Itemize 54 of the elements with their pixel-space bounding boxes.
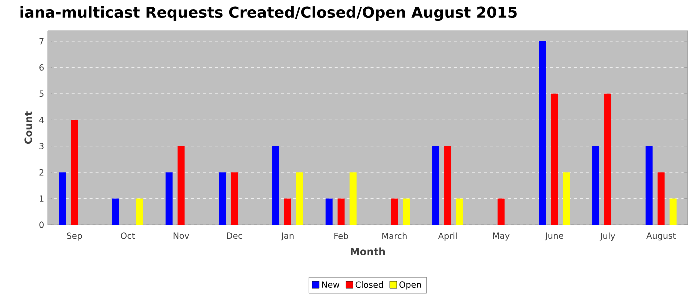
x-tick-label: July <box>600 232 616 241</box>
chart-title: iana-multicast Requests Created/Closed/Open August 2015 <box>20 6 517 22</box>
legend-label: New <box>322 282 340 288</box>
y-tick-label: 2 <box>40 169 44 176</box>
x-tick-label: April <box>438 232 457 241</box>
bar <box>112 198 120 225</box>
bar <box>432 146 440 225</box>
x-tick-label: Jan <box>281 232 294 241</box>
bar <box>166 172 173 225</box>
bar <box>551 94 558 225</box>
x-tick-label: Sep <box>67 232 82 241</box>
bar <box>178 146 185 225</box>
y-tick-label: 0 <box>40 222 44 228</box>
bar <box>326 198 333 225</box>
x-tick-label: Nov <box>174 232 190 240</box>
y-tick-label: 1 <box>40 196 44 202</box>
bar <box>231 172 238 225</box>
x-axis-title: Month <box>351 248 386 256</box>
bar <box>670 198 677 225</box>
bar <box>350 172 357 225</box>
x-tick-label: August <box>646 232 676 241</box>
x-tick-label: March <box>382 232 407 240</box>
bar <box>219 172 226 225</box>
bar <box>592 146 600 225</box>
bar <box>136 198 144 225</box>
y-tick-label: 5 <box>40 90 44 98</box>
bar <box>391 198 398 225</box>
bar <box>272 146 280 225</box>
bar <box>604 94 612 225</box>
x-tick-label: Dec <box>227 232 242 240</box>
y-tick-label: 4 <box>40 117 44 124</box>
bar <box>563 172 570 225</box>
bar <box>539 41 546 225</box>
bar <box>296 172 304 225</box>
bar <box>71 120 78 225</box>
x-tick-label: June <box>545 232 564 241</box>
bar <box>444 146 452 225</box>
bar <box>403 198 410 225</box>
bar <box>646 146 653 225</box>
bar <box>338 198 345 225</box>
bar <box>59 172 66 225</box>
x-tick-label: Feb <box>334 232 348 240</box>
bar <box>456 198 464 225</box>
x-tick-label: May <box>493 232 510 241</box>
bar <box>658 172 665 225</box>
y-tick-label: 7 <box>40 38 44 45</box>
bar <box>284 198 292 225</box>
y-tick-label: 3 <box>40 143 44 150</box>
y-axis-title: Count <box>24 112 32 144</box>
x-tick-label: Oct <box>121 232 136 240</box>
bar <box>498 198 505 225</box>
legend-label: Open <box>400 282 422 290</box>
y-tick-label: 6 <box>40 64 44 71</box>
legend-label: Closed <box>356 282 384 288</box>
